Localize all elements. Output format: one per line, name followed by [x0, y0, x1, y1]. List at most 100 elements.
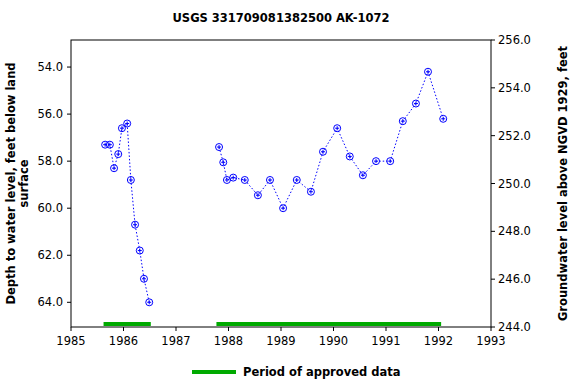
approved-period: [104, 322, 151, 326]
y2-tick: [491, 279, 495, 280]
x-tick: [228, 327, 229, 331]
data-point: [320, 148, 327, 155]
y-tick-label: 64.0: [37, 295, 63, 309]
point-cross: [217, 145, 221, 149]
title: USGS 331709081382500 AK-1072: [173, 11, 390, 25]
series-line: [105, 72, 443, 303]
chart: USGS 331709081382500 AK-1072 1985 1986 1987…: [0, 0, 576, 384]
point-circle: [136, 247, 143, 254]
point-cross: [138, 249, 142, 253]
point-circle: [115, 151, 122, 158]
y2-tick: [491, 40, 495, 41]
point-circle: [440, 115, 447, 122]
x-tick: [333, 327, 334, 331]
data-point: [334, 125, 341, 132]
y-tick-label: 62.0: [37, 248, 63, 262]
data-point: [216, 144, 223, 151]
y-axis-label: Depth to water level, feet below landsur…: [4, 62, 31, 304]
point-circle: [307, 188, 314, 195]
point-circle: [220, 159, 227, 166]
y-tick-label: 60.0: [37, 201, 63, 215]
x-tick-label: 1990: [319, 334, 348, 348]
x-tick-label: 1986: [109, 334, 138, 348]
y2-tick-label: 246.0: [498, 272, 531, 286]
x-tick: [123, 327, 124, 331]
point-cross: [295, 178, 299, 182]
point-cross: [348, 154, 352, 158]
point-circle: [399, 118, 406, 125]
data-point: [230, 174, 237, 181]
y-tick: [67, 255, 71, 256]
point-cross: [147, 300, 151, 304]
x-tick: [176, 327, 177, 331]
y2-tick: [491, 87, 495, 88]
x-tick-label: 1985: [56, 334, 85, 348]
point-circle: [216, 144, 223, 151]
legend-swatch: [192, 370, 236, 374]
point-circle: [320, 148, 327, 155]
legend-label: Period of approved data: [243, 365, 400, 379]
point-cross: [441, 117, 445, 121]
plot-area: [102, 68, 447, 326]
point-cross: [281, 206, 285, 210]
point-circle: [373, 158, 380, 165]
data-point: [106, 141, 113, 148]
data-point: [440, 115, 447, 122]
data-point: [132, 221, 139, 228]
approved-period: [216, 322, 441, 326]
y-tick: [67, 67, 71, 68]
point-cross: [388, 159, 392, 163]
y-axis-label-line: Depth to water level, feet below land: [4, 62, 18, 304]
data-point: [307, 188, 314, 195]
point-cross: [361, 173, 365, 177]
data-point: [293, 176, 300, 183]
point-circle: [425, 68, 432, 75]
point-circle: [132, 221, 139, 228]
point-cross: [335, 126, 339, 130]
point-cross: [309, 190, 313, 194]
y2-tick-label: 248.0: [498, 224, 531, 238]
y-tick-label: 54.0: [37, 60, 63, 74]
y2-tick-label: 256.0: [498, 33, 531, 47]
plot-frame: [71, 40, 491, 327]
point-circle: [266, 176, 273, 183]
point-circle: [254, 192, 261, 199]
data-point: [387, 158, 394, 165]
x-tick: [386, 327, 387, 331]
y-tick: [67, 161, 71, 162]
x-tick-label: 1993: [476, 334, 505, 348]
data-point: [280, 205, 287, 212]
x-tick-label: 1991: [371, 334, 400, 348]
point-cross: [426, 70, 430, 74]
x-tick: [71, 327, 72, 331]
y2-tick-label: 252.0: [498, 129, 531, 143]
y-tick: [67, 208, 71, 209]
y2-tick-label: 244.0: [498, 320, 531, 334]
x-tick-label: 1987: [161, 334, 190, 348]
data-point: [146, 299, 153, 306]
point-cross: [108, 143, 112, 147]
point-circle: [293, 176, 300, 183]
point-circle: [146, 299, 153, 306]
data-point: [373, 158, 380, 165]
point-circle: [124, 120, 131, 127]
point-cross: [321, 150, 325, 154]
data-point: [220, 159, 227, 166]
y2-tick-label: 250.0: [498, 177, 531, 191]
point-cross: [414, 102, 418, 106]
data-point: [115, 151, 122, 158]
y2-tick-label: 254.0: [498, 81, 531, 95]
y-tick-label: 56.0: [37, 107, 63, 121]
y2-axis-label: Groundwater level above NGVD 1929, feet: [556, 45, 570, 321]
y-tick: [67, 114, 71, 115]
point-circle: [359, 172, 366, 179]
point-circle: [106, 141, 113, 148]
point-circle: [127, 176, 134, 183]
point-cross: [116, 152, 120, 156]
x-tick-label: 1989: [266, 334, 295, 348]
point-cross: [243, 178, 247, 182]
data-point: [412, 100, 419, 107]
data-point: [111, 165, 118, 172]
data-point: [359, 172, 366, 179]
x-tick-label: 1992: [424, 334, 453, 348]
